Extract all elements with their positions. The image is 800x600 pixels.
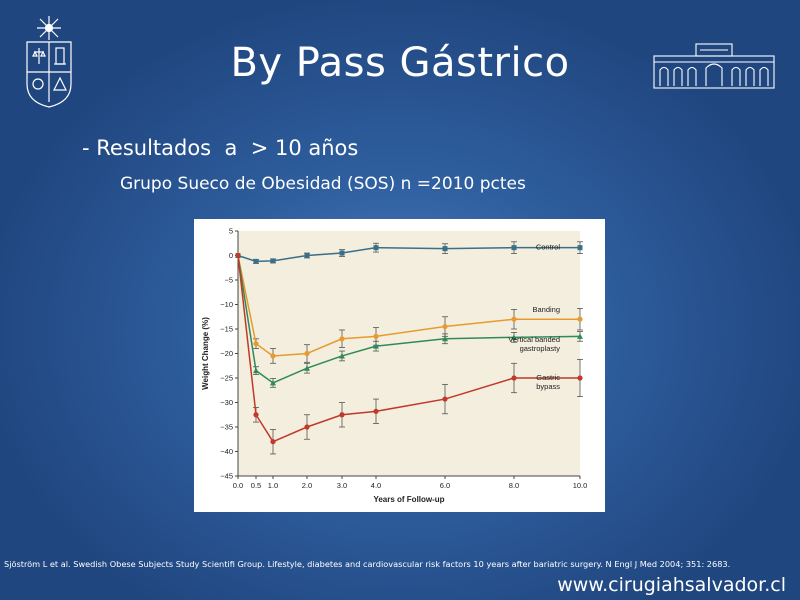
y-tick-label: −10 [220,300,233,309]
data-point-vertical-banded-gastroplasty [577,333,583,339]
series-label-vertical-banded-gastroplasty: Vertical banded [508,335,560,344]
y-tick-label: −20 [220,349,233,358]
y-tick-label: 0 [229,251,233,260]
citation-text: Sjöström L et al. Swedish Obese Subjects… [4,559,731,569]
data-point-control [304,253,310,258]
building-emblem-logo [652,42,776,90]
data-point-control [577,245,583,251]
data-point-banding [339,336,345,342]
chart-svg: 5 0 −5 −10 −15 −20 −25 −30 −35 −40 −450.0 0.5 1.0 2.0… [201,227,588,505]
y-tick-label: −5 [224,276,233,285]
data-point-vertical-banded-gastroplasty [270,379,276,386]
slide-title: By Pass Gástrico [230,40,570,86]
data-point-control [339,250,345,256]
x-tick-label: 0.5 [251,481,261,490]
data-point-gastric-bypass [511,375,517,381]
data-point-gastric-bypass [373,408,379,414]
x-tick-label: 1.0 [268,481,278,490]
data-point-vertical-banded-gastroplasty [339,352,345,359]
data-point-control [253,258,259,264]
data-point-gastric-bypass [235,252,241,259]
x-tick-label: 8.0 [509,481,519,490]
series-label-gastric-bypass: bypass [536,382,560,391]
data-point-banding [253,341,259,347]
x-tick-label: 4.0 [371,481,381,490]
x-tick-label: 10.0 [573,481,588,490]
x-tick-label: 0.0 [233,481,243,490]
data-point-vertical-banded-gastroplasty [511,334,517,340]
data-point-control [270,258,276,264]
y-tick-label: −15 [220,325,233,334]
data-point-gastric-bypass [253,412,259,418]
website-url: www.cirugiahsalvador.cl [557,574,786,596]
data-point-gastric-bypass [270,439,276,445]
x-tick-label: 2.0 [302,481,312,490]
series-label-vertical-banded-gastroplasty: gastroplasty [520,344,561,353]
study-description: Grupo Sueco de Obesidad (SOS) n =2010 pc… [120,174,526,194]
data-point-vertical-banded-gastroplasty [253,367,259,374]
y-tick-label: −35 [220,423,233,432]
series-label-control: Control [536,243,561,252]
slide-subtitle: - Resultados a > 10 años [82,136,359,160]
y-tick-label: −45 [220,472,233,481]
x-axis-label: Years of Follow-up [373,495,444,504]
plot-area [238,231,580,476]
data-point-vertical-banded-gastroplasty [442,335,448,342]
data-point-gastric-bypass [304,424,310,430]
data-point-banding [442,323,448,330]
y-tick-label: −30 [220,398,233,407]
university-crest-logo [22,10,76,108]
data-point-gastric-bypass [577,375,583,381]
data-point-banding [270,353,276,359]
data-point-banding [511,316,517,322]
data-point-banding [373,333,379,339]
x-tick-label: 6.0 [440,481,450,490]
y-axis-label: Weight Change (%) [201,317,210,390]
data-point-vertical-banded-gastroplasty [373,343,379,349]
series-label-gastric-bypass: Gastric [536,373,560,382]
data-point-gastric-bypass [442,396,448,402]
y-tick-label: 5 [229,227,233,236]
y-tick-label: −25 [220,374,233,383]
data-point-vertical-banded-gastroplasty [304,365,310,371]
weight-change-chart: 5 0 −5 −10 −15 −20 −25 −30 −35 −40 −45 0.0 0.5 1.0 2.0… [194,219,605,512]
data-point-control [373,245,379,251]
data-point-control [511,245,517,251]
x-tick-label: 3.0 [337,481,347,490]
data-point-banding [304,350,310,357]
data-point-control [442,246,448,252]
data-point-banding [577,316,583,322]
series-label-banding: Banding [532,305,560,314]
data-point-gastric-bypass [339,412,345,418]
y-tick-label: −40 [220,447,233,456]
